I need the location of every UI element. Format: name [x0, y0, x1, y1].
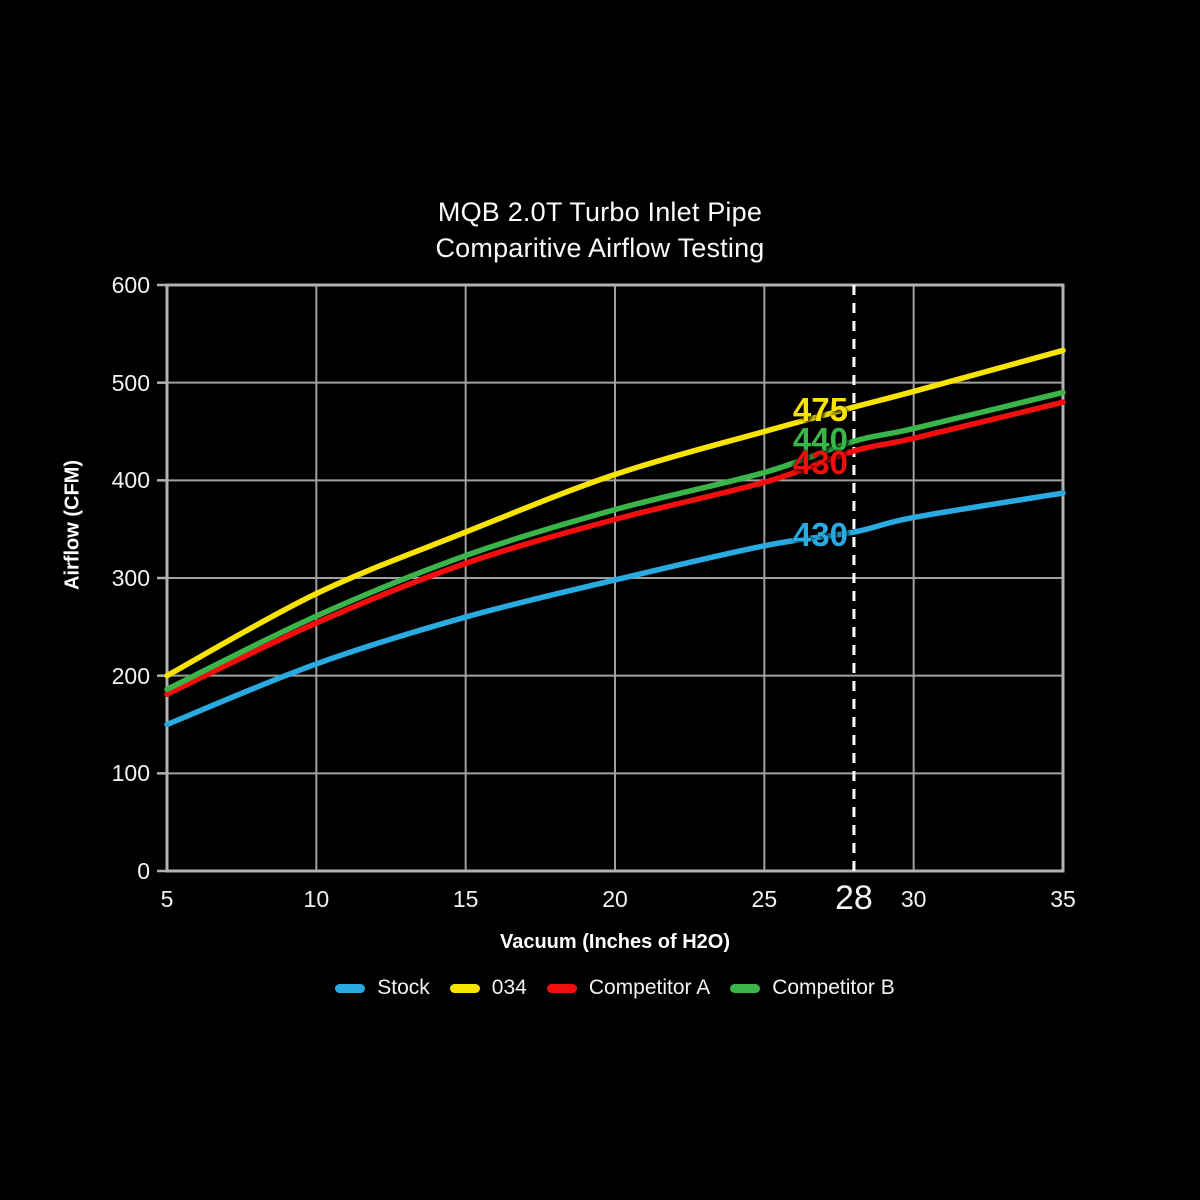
series-line-034	[164, 347, 1066, 679]
legend: Stock 034 Competitor A Competitor B	[167, 972, 1063, 1004]
chart-title-line2: Comparitive Airflow Testing	[435, 233, 765, 263]
legend-item-stock: Stock	[335, 976, 430, 1000]
legend-label: Competitor B	[772, 976, 895, 999]
y-tick-label-200: 200	[111, 662, 150, 689]
annotation-competitor-b-440: 440	[792, 421, 848, 459]
legend-swatch-stock-icon	[335, 983, 366, 993]
x-tick-label-35: 35	[1050, 886, 1076, 912]
x-tick-label-10: 10	[303, 886, 330, 912]
legend-swatch-034-icon	[449, 983, 480, 993]
legend-swatch-competitor-a-icon	[546, 983, 577, 993]
x-tick-label-5: 5	[160, 886, 174, 912]
y-tick-label-100: 100	[111, 760, 150, 787]
x-tick-label-30: 30	[900, 886, 927, 912]
chart-title-line1: MQB 2.0T Turbo Inlet Pipe	[437, 197, 763, 227]
x-tick-label-15: 15	[452, 886, 479, 912]
x-tick-label-25: 25	[751, 886, 778, 912]
y-tick-label-400: 400	[111, 467, 150, 494]
series-line-stock	[164, 490, 1066, 728]
legend-item-competitor-b: Competitor B	[730, 976, 895, 1000]
legend-swatch-competitor-b-icon	[730, 983, 761, 993]
annotation-competitor-a-430: 430	[792, 443, 848, 481]
legend-label: Competitor A	[588, 976, 711, 999]
series-line-competitor-a	[164, 399, 1066, 697]
legend-label: 034	[491, 976, 527, 999]
series-line-competitor-b	[164, 389, 1066, 693]
x-tick-label-28: 28	[835, 879, 873, 917]
annotation-034-475: 475	[792, 391, 848, 428]
y-tick-label-300: 300	[111, 565, 150, 591]
annotation-stock-430: 430	[792, 516, 848, 554]
plot-border	[165, 283, 1065, 873]
x-axis-title: Vacuum (Inches of H2O)	[499, 931, 731, 953]
legend-label: Stock	[377, 976, 430, 999]
y-tick-label-600: 600	[111, 272, 150, 298]
y-tick-label-0: 0	[137, 858, 150, 884]
x-tick-label-20: 20	[602, 886, 628, 912]
y-tick-label-500: 500	[111, 369, 150, 396]
legend-item-034: 034	[449, 976, 527, 1000]
chart-title: MQB 2.0T Turbo Inlet Pipe Comparitive Ai…	[0, 194, 1200, 266]
legend-item-competitor-a: Competitor A	[546, 976, 711, 1000]
